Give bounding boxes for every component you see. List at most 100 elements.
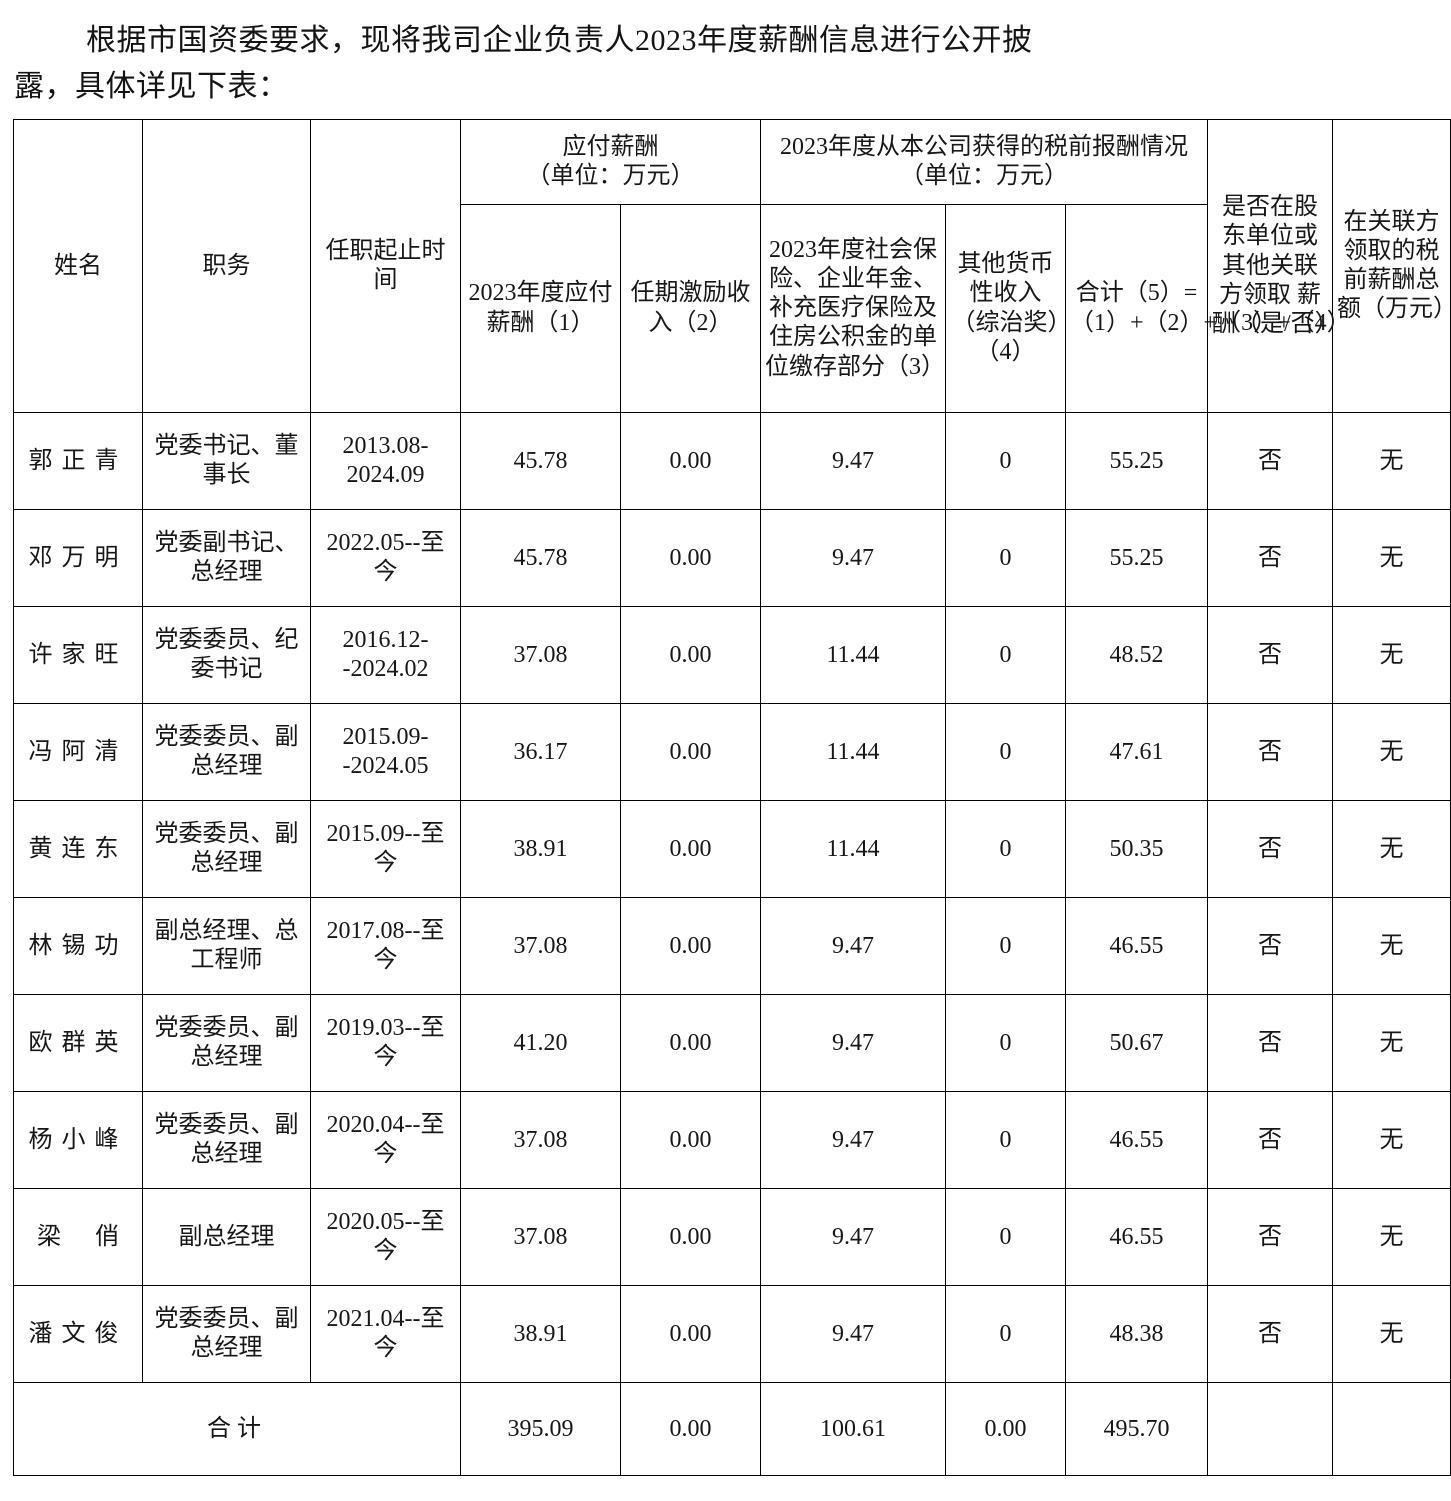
cell-payable-2023: 45.78 [460,412,621,511]
cell-sum: 55.25 [1065,509,1208,608]
cell-name: 杨小峰 [13,1091,143,1190]
cell-payable-2023: 37.08 [460,897,621,996]
cell-payable-2023: 38.91 [460,1285,621,1384]
cell-shareholder-pay: 否 [1207,1188,1333,1287]
cell-sum: 50.35 [1065,800,1208,899]
cell-term: 2015.09--2024.05 [310,703,461,802]
intro-paragraph: 根据市国资委要求，现将我司企业负责人2023年度薪酬信息进行公开披 露，具体详见… [0,0,1451,109]
cell-social-insurance: 9.47 [760,1091,946,1190]
total-label: 合计 [13,1382,461,1477]
cell-shareholder-pay: 否 [1207,509,1333,608]
total-social-insurance: 100.61 [760,1382,946,1477]
header-payable-2023: 2023年度应付薪酬（1） [460,204,621,414]
cell-term: 2019.03--至今 [310,994,461,1093]
total-sum: 495.70 [1065,1382,1208,1477]
cell-sum: 46.55 [1065,897,1208,996]
cell-shareholder-pay: 否 [1207,994,1333,1093]
cell-position: 党委委员、副总经理 [142,1091,311,1190]
header-group-pretax: 2023年度从本公司获得的税前报酬情况（单位：万元） [760,119,1208,206]
cell-term-incentive: 0.00 [620,1285,761,1384]
cell-sum: 46.55 [1065,1091,1208,1190]
cell-shareholder-pay: 否 [1207,800,1333,899]
table-row: 黄连东 党委委员、副总经理 2015.09--至今 38.91 0.00 11.44 0 50… [13,800,1451,899]
cell-social-insurance: 9.47 [760,1188,946,1287]
table-header-row-groups: 姓名 职务 任职起止时间 应付薪酬 （单位：万元） 2023年度从本公司获得的税… [13,119,1451,414]
cell-other-monetary: 0 [945,703,1066,802]
cell-other-monetary: 0 [945,1091,1066,1190]
cell-other-monetary: 0 [945,509,1066,608]
cell-related-party-pay: 无 [1332,412,1451,511]
table-row: 潘文俊 党委委员、副总经理 2021.04--至今 38.91 0.00 9.47 0 48.… [13,1285,1451,1384]
cell-social-insurance: 11.44 [760,800,946,899]
cell-payable-2023: 36.17 [460,703,621,802]
cell-sum: 50.67 [1065,994,1208,1093]
header-group-payable: 应付薪酬 （单位：万元） [460,119,761,206]
cell-sum: 48.52 [1065,606,1208,705]
table-row: 梁俏副总经理 2020.05--至今 37.08 0.00 9.47 0 46.55 否无 [13,1188,1451,1287]
cell-sum: 47.61 [1065,703,1208,802]
cell-other-monetary: 0 [945,800,1066,899]
cell-related-party-pay: 无 [1332,1188,1451,1287]
cell-payable-2023: 37.08 [460,606,621,705]
table-total-row: 合计 395.09 0.00 100.61 0.00 495.70 [13,1382,1451,1477]
cell-term-incentive: 0.00 [620,1188,761,1287]
cell-name: 黄连东 [13,800,143,899]
cell-social-insurance: 9.47 [760,994,946,1093]
cell-other-monetary: 0 [945,994,1066,1093]
cell-shareholder-pay: 否 [1207,1091,1333,1190]
cell-position: 党委委员、纪委书记 [142,606,311,705]
cell-related-party-pay: 无 [1332,994,1451,1093]
cell-position: 党委委员、副总经理 [142,703,311,802]
cell-term-incentive: 0.00 [620,800,761,899]
cell-social-insurance: 9.47 [760,897,946,996]
header-group-payable-line2: （单位：万元） [526,163,695,190]
table-row: 许家旺 党委委员、纪委书记 2016.12--2024.02 37.08 0.00 11.… [13,606,1451,705]
cell-term: 2020.04--至今 [310,1091,461,1190]
cell-related-party-pay: 无 [1332,1091,1451,1190]
table-row: 冯阿清 党委委员、副总经理 2015.09--2024.05 36.17 0.00 11.… [13,703,1451,802]
cell-related-party-pay: 无 [1332,703,1451,802]
cell-term-incentive: 0.00 [620,606,761,705]
cell-payable-2023: 37.08 [460,1188,621,1287]
header-social-insurance: 2023年度社会保险、企业年金、补充医疗保险及住房公积金的单位缴存部分（3） [760,204,946,414]
cell-term: 2022.05--至今 [310,509,461,608]
cell-payable-2023: 45.78 [460,509,621,608]
table-row: 欧群英 党委委员、副总经理 2019.03--至今 41.20 0.00 9.47 0 50.… [13,994,1451,1093]
cell-term: 2020.05--至今 [310,1188,461,1287]
cell-position: 副总经理、总工程师 [142,897,311,996]
cell-other-monetary: 0 [945,412,1066,511]
cell-other-monetary: 0 [945,1188,1066,1287]
cell-term: 2016.12--2024.02 [310,606,461,705]
salary-disclosure-table: 姓名 职务 任职起止时间 应付薪酬 （单位：万元） 2023年度从本公司获得的税… [13,119,1451,1477]
cell-name: 邓万明 [13,509,143,608]
table-row: 林锡功 副总经理、总工程师 2017.08--至今 37.08 0.00 9.47 0 46.… [13,897,1451,996]
table-header-row-columns: 2023年度应付薪酬（1） 任期激励收入（2） 2023年度社会保险、企业年金、… [14,204,1451,414]
cell-name: 欧群英 [13,994,143,1093]
cell-position: 党委副书记、总经理 [142,509,311,608]
table-row: 邓万明 党委副书记、总经理 2022.05--至今 45.78 0.00 9.47 0 55.… [13,509,1451,608]
cell-social-insurance: 9.47 [760,1285,946,1384]
cell-name: 潘文俊 [13,1285,143,1384]
cell-related-party-pay: 无 [1332,897,1451,996]
cell-term-incentive: 0.00 [620,703,761,802]
cell-term: 2021.04--至今 [310,1285,461,1384]
cell-payable-2023: 37.08 [460,1091,621,1190]
header-shareholder-pay: 是否在股东单位或其他关联方领取 薪酬（是/否） [1207,119,1339,414]
cell-term-incentive: 0.00 [620,897,761,996]
total-other-monetary: 0.00 [945,1382,1066,1477]
cell-other-monetary: 0 [945,897,1066,996]
cell-related-party-pay: 无 [1332,800,1451,899]
cell-social-insurance: 11.44 [760,703,946,802]
total-related-party-pay [1332,1382,1451,1477]
header-related-party-pay: 在关联方领取的税前薪酬总额（万元） [1332,119,1451,414]
cell-position: 副总经理 [142,1188,311,1287]
cell-related-party-pay: 无 [1332,509,1451,608]
cell-name: 梁俏 [13,1188,143,1287]
cell-payable-2023: 41.20 [460,994,621,1093]
cell-shareholder-pay: 否 [1207,606,1333,705]
cell-name: 冯阿清 [13,703,143,802]
cell-social-insurance: 9.47 [760,509,946,608]
cell-name: 郭正青 [13,412,143,511]
cell-position: 党委委员、副总经理 [142,800,311,899]
header-term: 任职起止时间 [310,119,461,414]
